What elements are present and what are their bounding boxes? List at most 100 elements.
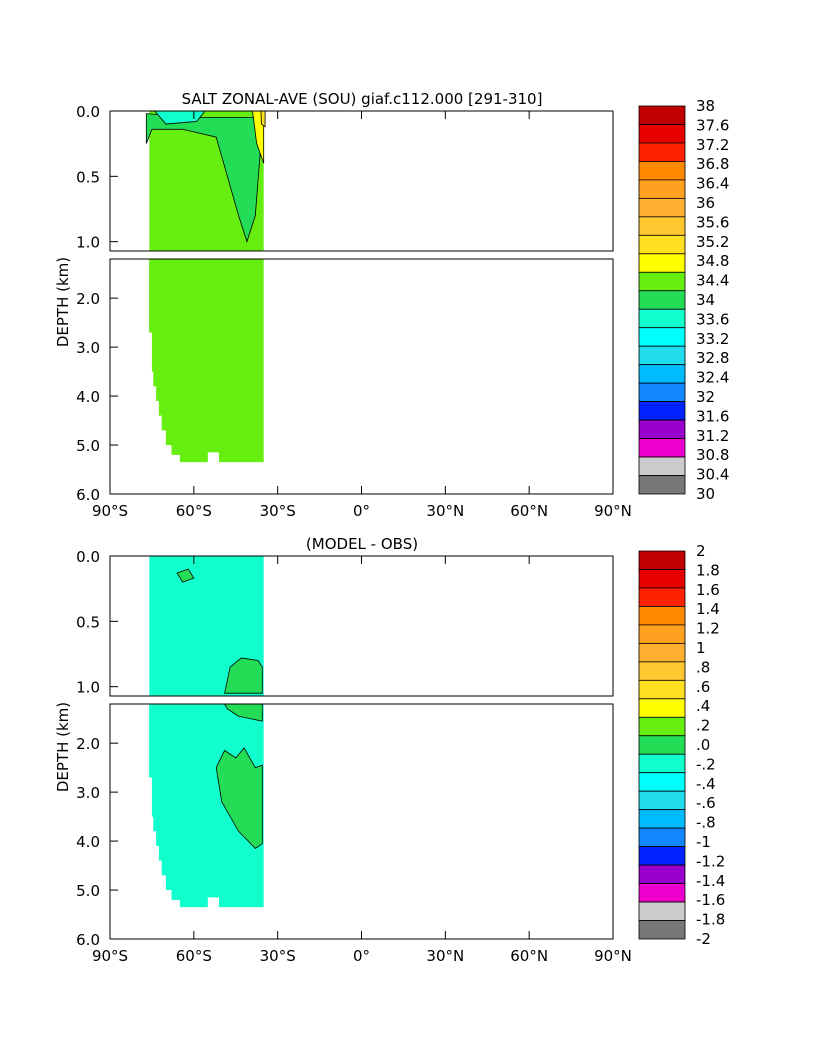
colorbar-swatch <box>638 661 686 681</box>
colorbar-swatch <box>638 901 686 921</box>
colorbar-swatch <box>638 345 686 366</box>
colorbar-label: 33.6 <box>696 310 729 328</box>
colorbar-label: 34.8 <box>696 252 729 270</box>
y-tick-label: 0.0 <box>76 103 100 121</box>
colorbar-swatch <box>638 290 686 310</box>
colorbar-swatch <box>638 864 686 884</box>
colorbar-swatch <box>638 308 686 329</box>
y-tick-label: 2.0 <box>76 290 100 308</box>
colorbar-swatch <box>638 438 686 458</box>
colorbar-swatch <box>638 883 686 903</box>
colorbar-swatch <box>638 253 686 273</box>
colorbar-label: 37.6 <box>696 116 729 134</box>
colorbar-swatch <box>638 679 686 700</box>
x-tick-label: 90°S <box>92 947 128 965</box>
colorbar-swatch <box>638 735 686 755</box>
x-tick-label: 90°N <box>594 502 632 520</box>
colorbar-swatch <box>638 105 686 125</box>
y-tick-label: 0.0 <box>76 548 100 566</box>
colorbar-swatch <box>638 753 686 774</box>
contour-region <box>176 568 195 583</box>
colorbar-label: .6 <box>696 678 710 696</box>
colorbar-label: 35.6 <box>696 213 729 231</box>
colorbar-label: 34 <box>696 291 715 309</box>
colorbar-swatch <box>638 161 686 181</box>
colorbar-label: 31.2 <box>696 427 729 445</box>
colorbar-swatch <box>638 197 686 218</box>
colorbar-label: 36 <box>696 194 715 212</box>
field-lower <box>149 259 264 463</box>
contour-region <box>224 657 263 694</box>
colorbar-label: .4 <box>696 697 710 715</box>
contour-region <box>145 113 262 243</box>
colorbar-swatch <box>638 382 686 403</box>
colorbar-swatch <box>638 698 686 718</box>
colorbar-swatch <box>638 716 686 737</box>
x-tick-label: 90°S <box>92 502 128 520</box>
chart-title: (MODEL - OBS) <box>306 535 418 553</box>
colorbar-swatch <box>638 456 686 476</box>
y-tick-label: 4.0 <box>76 388 100 406</box>
x-tick-label: 0° <box>353 947 370 965</box>
x-tick-label: 30°S <box>260 947 296 965</box>
colorbar-label: 35.2 <box>696 233 729 251</box>
colorbar-swatch <box>638 475 686 495</box>
colorbar-label: .0 <box>696 736 710 754</box>
colorbar-swatch <box>638 401 686 421</box>
colorbar-label: 38 <box>696 97 715 115</box>
colorbar-swatch <box>638 216 686 236</box>
colorbar-label: 1.4 <box>696 600 720 618</box>
y-tick-label: 4.0 <box>76 833 100 851</box>
colorbar-swatch <box>638 587 686 607</box>
colorbar-swatch <box>638 569 686 589</box>
colorbar-label: 1.6 <box>696 581 720 599</box>
x-tick-label: 30°N <box>426 502 464 520</box>
y-tick-label: 3.0 <box>76 339 100 357</box>
y-axis-label: DEPTH (km) <box>54 257 72 347</box>
colorbar-label: 37.2 <box>696 136 729 154</box>
colorbar-swatch <box>638 142 686 162</box>
colorbar-label: -.2 <box>696 755 716 773</box>
contour-region <box>215 747 263 849</box>
colorbar-swatch <box>638 642 686 663</box>
x-tick-label: 60°S <box>176 502 212 520</box>
colorbar-label: -1.4 <box>696 872 725 890</box>
x-tick-label: 30°N <box>426 947 464 965</box>
colorbar-label: -2 <box>696 930 711 948</box>
colorbar-swatch <box>638 772 686 792</box>
colorbar-label: -1.2 <box>696 852 725 870</box>
colorbar-label: 1 <box>696 639 706 657</box>
field-lower <box>149 704 264 908</box>
colorbar-swatch <box>638 234 686 255</box>
colorbar-label: 33.2 <box>696 330 729 348</box>
colorbar-label: -1 <box>696 833 711 851</box>
chart-title: SALT ZONAL-AVE (SOU) giaf.c112.000 [291-… <box>182 90 543 108</box>
colorbar-label: 31.6 <box>696 407 729 425</box>
y-tick-label: 5.0 <box>76 882 100 900</box>
colorbar-swatch <box>638 809 686 829</box>
colorbar-swatch <box>638 550 686 570</box>
contour-region <box>260 110 266 128</box>
colorbar-swatch <box>638 624 686 644</box>
colorbar-swatch <box>638 271 686 292</box>
y-tick-label: 0.5 <box>76 613 100 631</box>
colorbar-label: .8 <box>696 658 710 676</box>
y-tick-label: 1.0 <box>76 234 100 252</box>
x-tick-label: 90°N <box>594 947 632 965</box>
colorbar-swatch <box>638 790 686 811</box>
colorbar-label: -1.6 <box>696 891 725 909</box>
panel-salinity: SALT ZONAL-AVE (SOU) giaf.c112.000 [291-… <box>54 90 729 520</box>
colorbar-label: 30 <box>696 485 715 503</box>
colorbar-label: 30.4 <box>696 466 729 484</box>
colorbar-label: -.6 <box>696 794 716 812</box>
x-tick-label: 60°S <box>176 947 212 965</box>
y-tick-label: 6.0 <box>76 931 100 949</box>
x-tick-label: 0° <box>353 502 370 520</box>
colorbar-swatch <box>638 606 686 626</box>
y-tick-label: 3.0 <box>76 784 100 802</box>
colorbar-label: 32.8 <box>696 349 729 367</box>
colorbar-label: 36.4 <box>696 175 729 193</box>
colorbar-swatch <box>638 827 686 848</box>
panel-model-minus-obs: (MODEL - OBS) DEPTH (km) 90°S 60°S 30°S 0° 3… <box>54 535 725 965</box>
